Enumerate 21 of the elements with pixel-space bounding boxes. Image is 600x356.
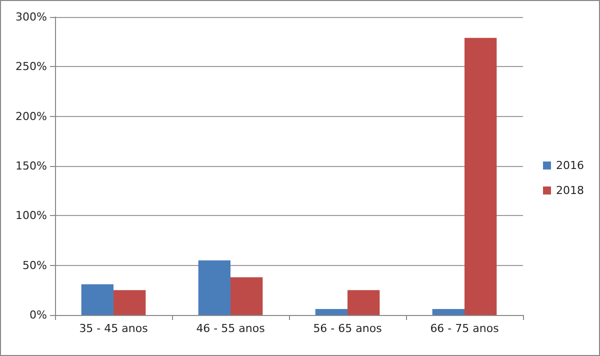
bar (348, 290, 380, 315)
bar (114, 290, 146, 315)
bar (81, 284, 114, 315)
y-tick-label: 150% (16, 160, 47, 172)
y-tick-label: 300% (16, 10, 47, 24)
y-tick-label: 250% (16, 60, 47, 74)
bar (230, 277, 263, 315)
x-tick-label: 35 - 45 anos (79, 322, 148, 335)
y-tick-label: 200% (16, 110, 47, 123)
bar (315, 309, 348, 315)
legend-label: 2016 (556, 159, 584, 172)
bar (464, 38, 497, 315)
y-tick-label: 50% (22, 258, 47, 272)
x-tick-label: 56 - 65 anos (313, 322, 382, 335)
bar (432, 309, 464, 315)
y-tick-label: 0% (30, 308, 47, 322)
x-tick-label: 46 - 55 anos (196, 322, 266, 335)
bar (198, 260, 230, 315)
legend-label: 2018 (556, 184, 584, 197)
x-tick-label: 66 - 75 anos (430, 322, 500, 335)
y-tick-label: 100% (16, 209, 47, 222)
